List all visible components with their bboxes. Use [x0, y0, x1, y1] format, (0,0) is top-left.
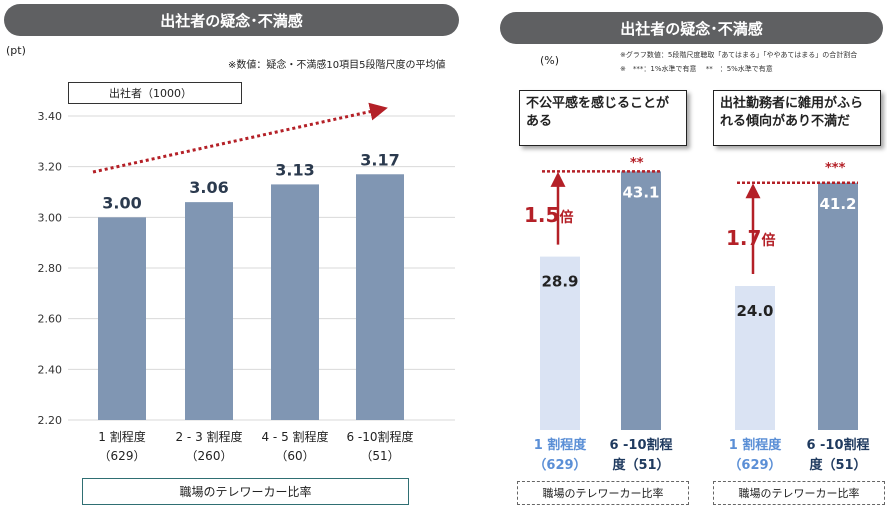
category-label: 2 - 3 割程度: [175, 429, 242, 444]
panel2-axis-title: 職場のテレワーカー比率: [738, 487, 860, 500]
panel1-multiplier: 1.5倍: [524, 203, 573, 227]
panel1-multiplier-num: 1.5: [524, 203, 560, 227]
category-label: 6 -10割程: [609, 437, 672, 453]
bar-value-label: 3.13: [275, 160, 314, 179]
bar-value-label: 28.9: [541, 273, 578, 291]
left-title-pill: 出社者の疑念･不満感: [4, 4, 459, 36]
bar: [98, 217, 146, 420]
y-tick-label: 3.00: [38, 211, 63, 224]
panel1-multiplier-unit: 倍: [559, 210, 574, 226]
panel2-multiplier-num: 1.7: [726, 226, 762, 250]
bar: [271, 184, 319, 420]
right-title: 出社者の疑念･不満感: [620, 19, 763, 38]
panel2-multiplier-unit: 倍: [761, 233, 776, 249]
right-note-1: ※グラフ数値：5段階尺度聴取「あてはまる」「ややあてはまる」の合計割合: [620, 51, 858, 59]
left-note: ※数値：疑念・不満感10項目5段階尺度の平均値: [228, 60, 446, 71]
bar-value-label: 3.00: [102, 193, 141, 212]
panel1-significance: **: [630, 156, 644, 171]
category-label: 度（51）: [809, 457, 866, 473]
category-label: 4 - 5 割程度: [261, 429, 328, 444]
panel2-question: 出社勤務者に雑用がふられる傾向があり不満だ: [713, 90, 881, 146]
category-label: 1 割程度: [98, 429, 145, 444]
left-unit-label: (pt): [6, 44, 26, 57]
category-label: （51）: [360, 449, 399, 463]
category-label: 6 -10割程度: [346, 429, 413, 444]
bar: [735, 286, 775, 430]
right-note-2: ※ ***：1%水準で有意 ** ：5%水準で有意: [620, 65, 773, 73]
y-tick-label: 2.80: [38, 262, 63, 275]
category-label: 1 割程度: [729, 437, 783, 453]
category-label: （60）: [275, 449, 314, 463]
category-label: （629）: [533, 457, 586, 473]
bar: [818, 182, 858, 430]
bar-value-label: 43.1: [622, 183, 659, 201]
left-axis-title-box: 職場のテレワーカー比率: [82, 478, 409, 505]
panel2-axis-title-box: 職場のテレワーカー比率: [713, 481, 885, 505]
panel2-significance: ***: [825, 161, 846, 176]
bar-value-label: 3.17: [360, 150, 399, 169]
y-tick-label: 2.20: [38, 414, 63, 427]
bar-value-label: 24.0: [736, 302, 773, 320]
panel1-axis-title: 職場のテレワーカー比率: [542, 487, 664, 500]
legend-box: 出社者（1000）: [68, 82, 242, 104]
legend-label: 出社者（1000）: [109, 87, 192, 100]
panel2-multiplier: 1.7倍: [726, 226, 775, 250]
category-label: （629）: [728, 457, 781, 473]
left-title: 出社者の疑念･不満感: [160, 11, 303, 30]
bar-value-label: 41.2: [819, 195, 856, 213]
bar: [621, 171, 661, 430]
category-label: 1 割程度: [534, 437, 588, 453]
category-label: （629）: [99, 449, 146, 463]
panel2-question-text: 出社勤務者に雑用がふられる傾向があり不満だ: [720, 96, 864, 129]
y-tick-label: 2.40: [38, 363, 63, 376]
bar-value-label: 3.06: [189, 178, 228, 197]
category-label: （260）: [186, 449, 233, 463]
y-tick-label: 3.20: [38, 161, 63, 174]
panel1-axis-title-box: 職場のテレワーカー比率: [517, 481, 689, 505]
bar: [356, 174, 404, 420]
left-axis-title: 職場のテレワーカー比率: [179, 485, 312, 499]
bar: [185, 202, 233, 420]
bar: [540, 256, 580, 430]
y-tick-label: 3.40: [38, 110, 63, 123]
y-tick-label: 2.60: [38, 313, 63, 326]
right-unit-label: (%): [540, 54, 560, 67]
panel1-question: 不公平感を感じることがある: [519, 90, 687, 146]
panel1-question-text: 不公平感を感じることがある: [526, 96, 670, 129]
category-label: 6 -10割程: [806, 437, 869, 453]
left-bar-chart: 3.40 3.20 3.00 2.80 2.60 2.40 2.20 3.00 3.06 3.1…: [38, 102, 455, 463]
right-title-pill: 出社者の疑念･不満感: [500, 12, 883, 44]
category-label: 度（51）: [612, 457, 669, 473]
trend-arrow: [92, 102, 388, 174]
